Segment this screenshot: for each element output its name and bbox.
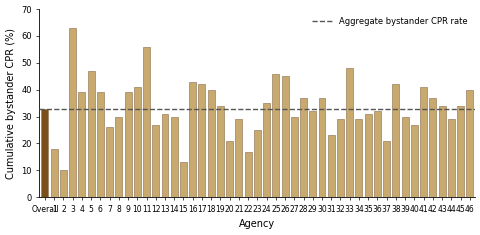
- Bar: [309, 111, 315, 197]
- Bar: [318, 98, 325, 197]
- Bar: [253, 130, 260, 197]
- Bar: [198, 84, 205, 197]
- Bar: [180, 162, 187, 197]
- Bar: [216, 106, 223, 197]
- Bar: [106, 127, 113, 197]
- X-axis label: Agency: Agency: [239, 219, 275, 229]
- Bar: [235, 119, 242, 197]
- Bar: [87, 71, 95, 197]
- Bar: [465, 90, 472, 197]
- Bar: [226, 141, 233, 197]
- Bar: [438, 106, 444, 197]
- Bar: [392, 84, 398, 197]
- Bar: [410, 125, 417, 197]
- Bar: [41, 109, 48, 197]
- Bar: [272, 74, 279, 197]
- Bar: [152, 125, 159, 197]
- Bar: [69, 28, 76, 197]
- Legend: Aggregate bystander CPR rate: Aggregate bystander CPR rate: [308, 13, 470, 29]
- Bar: [143, 47, 150, 197]
- Bar: [207, 90, 214, 197]
- Bar: [170, 117, 177, 197]
- Bar: [419, 87, 426, 197]
- Bar: [161, 114, 168, 197]
- Bar: [50, 149, 58, 197]
- Bar: [383, 141, 389, 197]
- Bar: [60, 170, 67, 197]
- Y-axis label: Cumulative bystander CPR (%): Cumulative bystander CPR (%): [6, 28, 15, 179]
- Bar: [364, 114, 371, 197]
- Bar: [355, 119, 361, 197]
- Bar: [373, 111, 380, 197]
- Bar: [290, 117, 297, 197]
- Bar: [281, 76, 288, 197]
- Bar: [263, 103, 269, 197]
- Bar: [115, 117, 122, 197]
- Bar: [133, 87, 141, 197]
- Bar: [78, 92, 85, 197]
- Bar: [346, 68, 352, 197]
- Bar: [456, 106, 463, 197]
- Bar: [96, 92, 104, 197]
- Bar: [447, 119, 454, 197]
- Bar: [327, 135, 334, 197]
- Bar: [244, 152, 251, 197]
- Bar: [401, 117, 408, 197]
- Bar: [189, 82, 196, 197]
- Bar: [300, 98, 306, 197]
- Bar: [429, 98, 435, 197]
- Bar: [124, 92, 131, 197]
- Bar: [336, 119, 343, 197]
